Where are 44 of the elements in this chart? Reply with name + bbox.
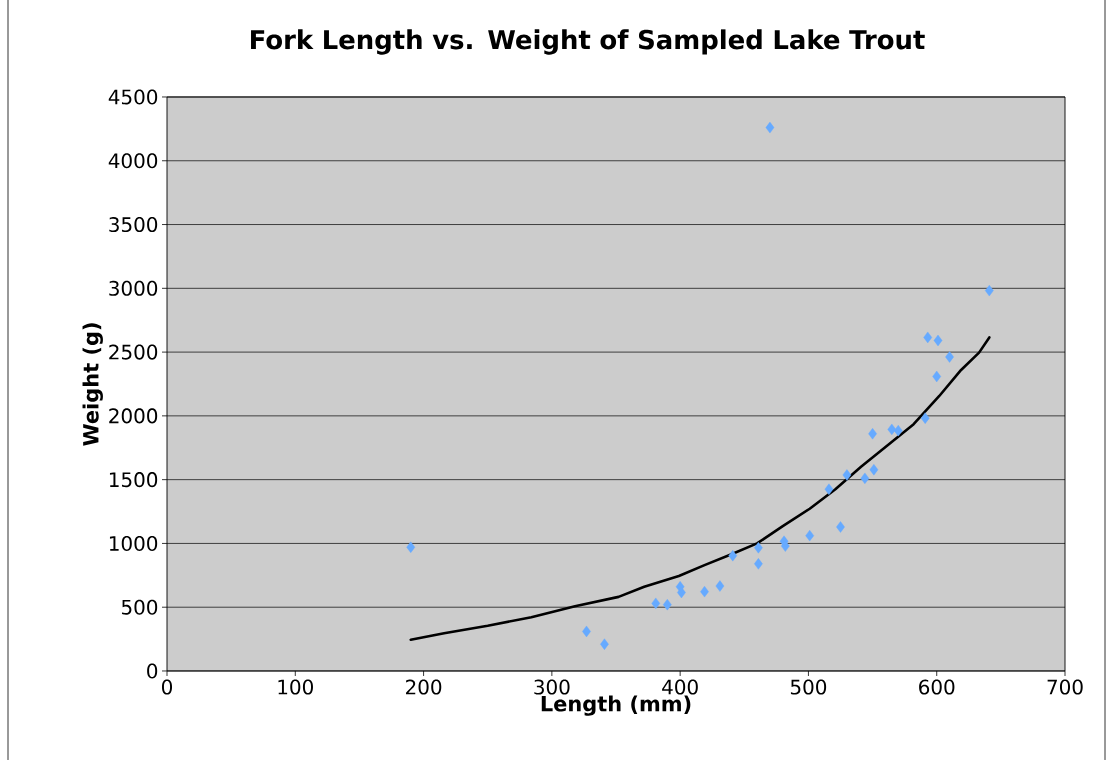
line-series [409,336,991,642]
y-tick-label: 0 [147,663,158,679]
x-tick-label: 500 [790,679,827,695]
x-tick-label: 300 [534,679,570,695]
point [406,541,416,553]
point [754,558,763,570]
y-tick-label: 3500 [109,217,158,233]
x-tick-label: 600 [919,679,955,695]
point [933,334,943,347]
y-tick-label: 500 [121,599,158,615]
point [765,121,775,134]
y-tick-label: 3000 [109,280,158,296]
point [868,428,877,440]
x-tick-label: 0 [161,679,173,695]
x-tick-label: 400 [662,679,698,695]
x-tick-label: 700 [1047,679,1083,695]
point [836,521,845,533]
point [824,483,834,495]
point [869,464,879,476]
point [754,542,763,554]
point [887,423,897,436]
y-tick-label: 2500 [109,344,158,360]
point [728,550,738,562]
y-tick-label: 1500 [109,472,158,488]
point [600,638,609,650]
y-tick-label: 2000 [109,408,158,424]
point [860,472,870,485]
point [945,351,954,363]
point [842,469,852,481]
y-tick-label: 1000 [109,535,158,551]
x-tick-label: 200 [406,679,442,695]
x-tick-label: 100 [278,679,313,695]
point [651,597,661,610]
point [893,424,903,437]
point [805,529,815,542]
x-axis-title: Length (mm) [541,695,691,716]
point [920,412,930,424]
chart-title: Fork Length vs. Weight of Sampled Lake Trout [251,29,925,55]
y-tick-label: 4500 [108,89,158,105]
point [923,331,933,344]
point [715,580,725,592]
y-axis-title: Weight (g) [82,323,103,446]
y-tick-label: 4000 [108,153,158,169]
point [932,370,942,383]
